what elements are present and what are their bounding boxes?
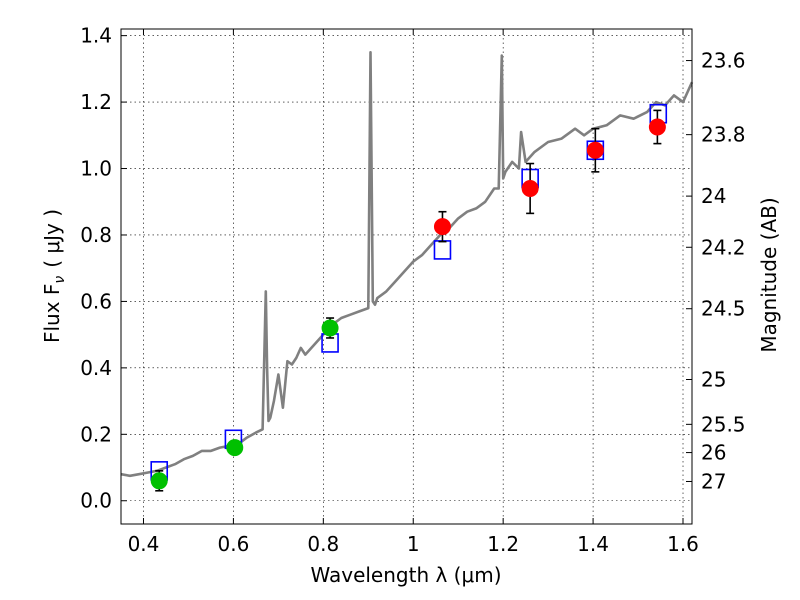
x-axis-title: Wavelength λ (μm) <box>310 563 501 587</box>
magnitude-tick-label: 25.5 <box>701 412 746 436</box>
plot-frame <box>120 28 693 525</box>
grid-layer <box>121 29 692 524</box>
y-tick-label: 0.6 <box>80 289 112 313</box>
magnitude-tick-label: 25 <box>701 367 726 391</box>
marker-layer <box>150 103 668 492</box>
secondary-y-axis-title: Magnitude (AB) <box>757 197 781 352</box>
tick-layer: 0.4 0.6 0.8 1 1.2 1.4 1.6 0.0 0.2 0.4 0.6 0.8 1.0 1.2… <box>80 24 745 556</box>
y-tick-label: 0.0 <box>80 489 112 513</box>
magnitude-tick-label: 27 <box>701 469 726 493</box>
magnitude-tick-label: 24.5 <box>701 297 746 321</box>
y-axis-title: Flux Fν ( μJy ) <box>40 209 68 343</box>
y-tick-label: 1.2 <box>80 90 112 114</box>
y-tick-label: 0.8 <box>80 223 112 247</box>
x-tick-label: 1.6 <box>667 532 699 556</box>
x-tick-label: 0.8 <box>307 532 339 556</box>
y-tick-label: 1.4 <box>80 24 112 48</box>
x-tick-label: 1.4 <box>577 532 609 556</box>
y-axis-title-subscript: ν <box>52 276 68 284</box>
y-tick-label: 0.2 <box>80 422 112 446</box>
magnitude-tick-label: 26 <box>701 441 726 465</box>
y-tick-label: 0.4 <box>80 356 112 380</box>
observed-optical-point <box>321 319 339 337</box>
magnitude-tick-label: 24.2 <box>701 235 746 259</box>
observed-infrared-point <box>521 179 539 197</box>
x-tick-label: 1.2 <box>487 532 519 556</box>
y-axis-title-main: Flux F <box>40 284 64 343</box>
x-tick-label: 0.4 <box>128 532 160 556</box>
y-axis-title-unit: ( μJy ) <box>40 209 64 268</box>
observed-infrared-point <box>586 141 604 159</box>
observed-optical-point <box>150 472 168 490</box>
x-tick-label: 1 <box>407 532 420 556</box>
magnitude-tick-label: 23.6 <box>701 49 746 73</box>
y-tick-label: 1.0 <box>80 157 112 181</box>
x-tick-label: 0.6 <box>217 532 249 556</box>
observed-infrared-point <box>433 218 451 236</box>
magnitude-tick-label: 24 <box>701 184 726 208</box>
magnitude-tick-label: 23.8 <box>701 123 746 147</box>
observed-optical-point <box>226 439 244 457</box>
plot-background <box>121 29 692 524</box>
observed-infrared-point <box>648 118 666 136</box>
